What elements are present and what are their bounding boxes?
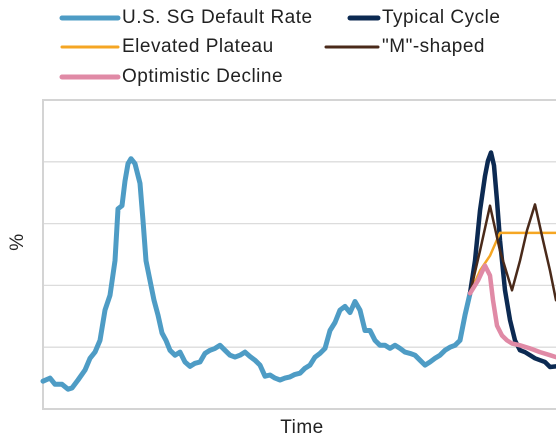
y-axis-label: %	[7, 233, 28, 250]
legend-label: Optimistic Decline	[122, 66, 283, 87]
legend-label: Elevated Plateau	[122, 36, 274, 57]
legend: U.S. SG Default Rate Typical Cycle Elevate…	[59, 7, 500, 87]
legend-label: "M"-shaped	[382, 36, 485, 57]
series-line	[468, 231, 556, 295]
series-line	[468, 203, 556, 302]
series-line	[467, 263, 556, 360]
series-line	[40, 156, 473, 392]
plot-frame	[42, 99, 556, 410]
series-line	[467, 150, 556, 370]
legend-label: Typical Cycle	[382, 7, 500, 28]
x-axis-label: Time	[280, 417, 324, 438]
lines	[40, 150, 556, 392]
legend-label: U.S. SG Default Rate	[122, 7, 313, 28]
